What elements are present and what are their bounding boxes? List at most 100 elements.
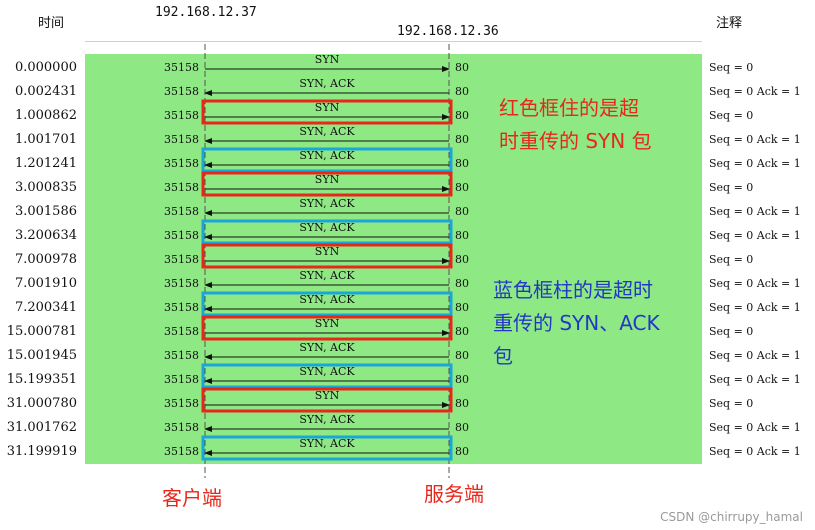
server-port: 80 [455,109,469,122]
packet-label: SYN, ACK [299,437,355,450]
server-port: 80 [455,181,469,194]
annotation: Seq = 0 Ack = 1 [709,133,801,146]
client-port: 35158 [164,85,199,98]
red-explanation-line-2: 时重传的 SYN 包 [499,129,652,153]
retransmit-syn-ack-box [201,291,453,317]
server-port: 80 [455,301,469,314]
retransmit-syn-box [201,387,453,413]
client-port: 35158 [164,421,199,434]
annotation: Seq = 0 [709,397,753,410]
timestamp: 0.000000 [15,60,77,75]
packet-label: SYN, ACK [299,413,355,426]
retransmit-syn-box [201,171,453,197]
client-port: 35158 [164,277,199,290]
client-port: 35158 [164,157,199,170]
timestamp: 1.001701 [15,132,77,147]
annotation: Seq = 0 Ack = 1 [709,373,801,386]
server-port: 80 [455,157,469,170]
retransmit-syn-ack-box [201,147,453,173]
packet-label: SYN [315,53,340,66]
timestamp: 15.001945 [7,348,77,363]
blue-explanation-line-3: 包 [493,344,513,368]
packet-label: SYN, ACK [299,77,355,90]
packet-label: SYN, ACK [299,365,355,378]
server-port: 80 [455,325,469,338]
packet-label: SYN, ACK [299,293,355,306]
timestamp: 31.199919 [7,444,77,459]
timestamp: 31.001762 [7,420,77,435]
client-port: 35158 [164,61,199,74]
packet-label: SYN, ACK [299,221,355,234]
server-port: 80 [455,349,469,362]
client-port: 35158 [164,133,199,146]
server-port: 80 [455,421,469,434]
client-ip-label: 192.168.12.37 [155,5,257,20]
annotation: Seq = 0 [709,109,753,122]
watermark: CSDN @chirrupy_hamal [660,510,803,524]
timestamp: 3.000835 [15,180,77,195]
server-port: 80 [455,253,469,266]
client-port: 35158 [164,349,199,362]
server-port: 80 [455,229,469,242]
timestamp: 3.001586 [15,204,77,219]
annotation: Seq = 0 Ack = 1 [709,421,801,434]
annotation: Seq = 0 Ack = 1 [709,205,801,218]
timestamp: 15.000781 [7,324,77,339]
server-label: 服务端 [424,482,484,506]
timestamp: 0.002431 [15,84,77,99]
client-port: 35158 [164,445,199,458]
timestamp: 1.000862 [15,108,77,123]
server-port: 80 [455,205,469,218]
blue-explanation-line-1: 蓝色框柱的是超时 [493,278,653,302]
client-port: 35158 [164,397,199,410]
annotation: Seq = 0 Ack = 1 [709,85,801,98]
client-port: 35158 [164,109,199,122]
packet-label: SYN [315,173,340,186]
annotation: Seq = 0 Ack = 1 [709,349,801,362]
server-port: 80 [455,373,469,386]
client-port: 35158 [164,325,199,338]
packet-label: SYN, ACK [299,125,355,138]
retransmit-syn-ack-box [201,219,453,245]
packet-label: SYN, ACK [299,269,355,282]
annotation: Seq = 0 [709,61,753,74]
annotation: Seq = 0 Ack = 1 [709,277,801,290]
red-explanation-line-1: 红色框住的是超 [499,96,639,120]
timestamp: 3.200634 [15,228,77,243]
timestamp: 15.199351 [7,372,77,387]
server-port: 80 [455,85,469,98]
server-port: 80 [455,397,469,410]
client-port: 35158 [164,301,199,314]
red-box-explanation: 红色框住的是超 时重传的 SYN 包 [499,92,689,158]
retransmit-syn-box [201,243,453,269]
annotation: Seq = 0 [709,253,753,266]
server-port: 80 [455,445,469,458]
packet-label: SYN, ACK [299,341,355,354]
timestamp: 1.201241 [15,156,77,171]
packet-label: SYN, ACK [299,197,355,210]
timestamp: 7.000978 [15,252,77,267]
client-port: 35158 [164,205,199,218]
server-ip-label: 192.168.12.36 [397,24,499,39]
client-port: 35158 [164,373,199,386]
annotation: Seq = 0 Ack = 1 [709,301,801,314]
client-label: 客户端 [162,486,222,510]
packet-label: SYN [315,101,340,114]
annotation: Seq = 0 Ack = 1 [709,157,801,170]
retransmit-syn-box [201,315,453,341]
retransmit-syn-ack-box [201,363,453,389]
timestamp: 7.200341 [15,300,77,315]
packet-label: SYN [315,245,340,258]
server-port: 80 [455,61,469,74]
note-column-header: 注释 [716,16,743,31]
annotation: Seq = 0 [709,181,753,194]
timestamp: 7.001910 [15,276,77,291]
blue-explanation-line-2: 重传的 SYN、ACK [493,311,660,335]
retransmit-syn-ack-box [201,435,453,461]
packet-label: SYN [315,389,340,402]
packet-label: SYN [315,317,340,330]
server-port: 80 [455,133,469,146]
retransmit-syn-box [201,99,453,125]
client-port: 35158 [164,229,199,242]
timestamp: 31.000780 [7,396,77,411]
